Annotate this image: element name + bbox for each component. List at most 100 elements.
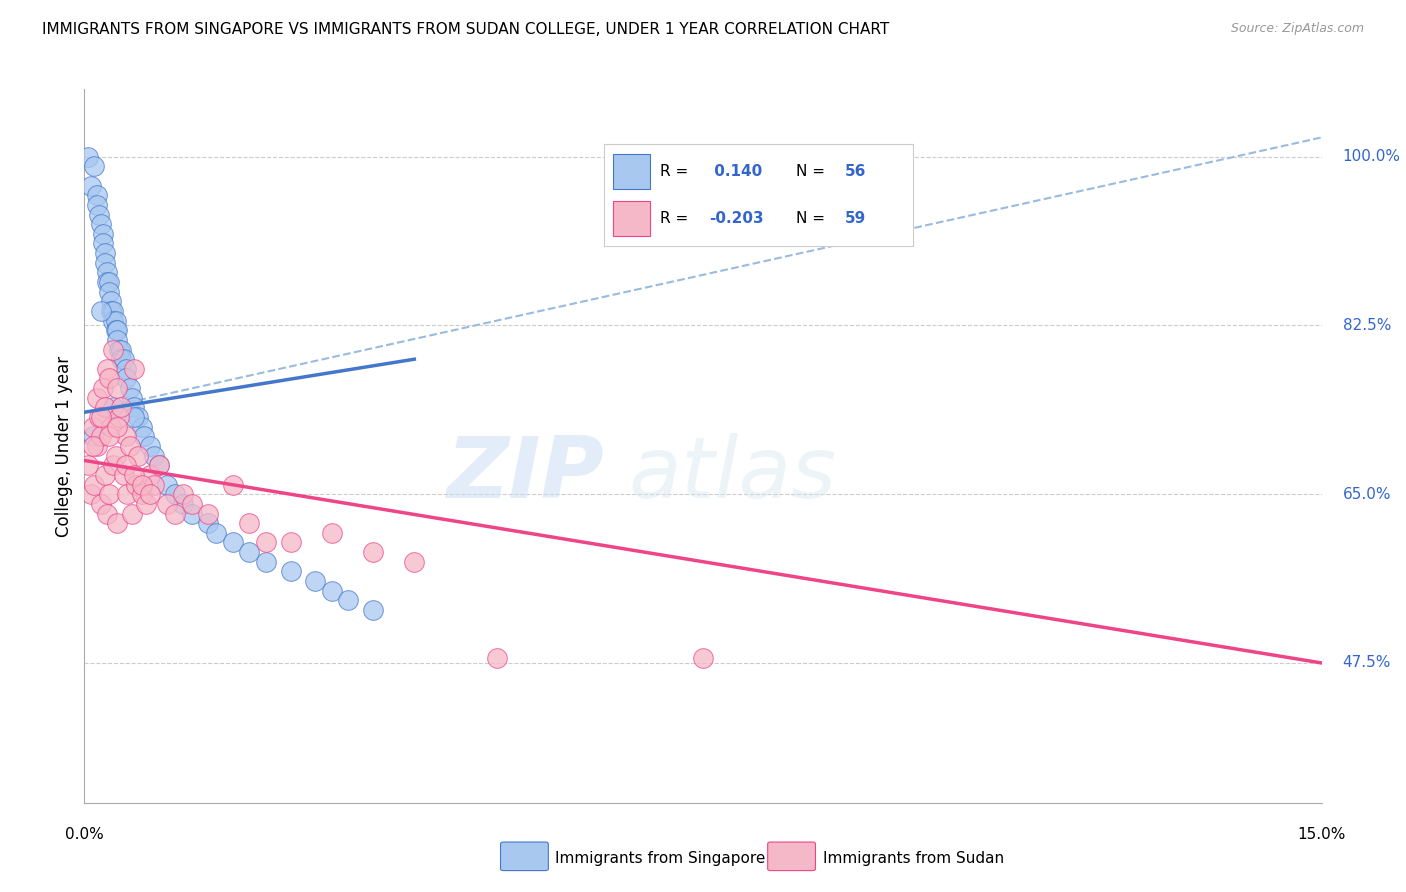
- Text: 56: 56: [845, 164, 866, 178]
- Text: Source: ZipAtlas.com: Source: ZipAtlas.com: [1230, 22, 1364, 36]
- Point: [143, 449, 166, 463]
- Text: 47.5%: 47.5%: [1343, 656, 1391, 671]
- Point: [112, 467, 135, 482]
- Point: [86, 439, 108, 453]
- Text: R =: R =: [659, 211, 693, 226]
- Point: [118, 381, 141, 395]
- Point: [94, 401, 117, 415]
- Point: [108, 343, 131, 357]
- Point: [304, 574, 326, 588]
- Point: [110, 401, 132, 415]
- Point: [91, 381, 114, 395]
- Point: [104, 449, 127, 463]
- Point: [90, 429, 112, 443]
- Point: [91, 236, 114, 251]
- Text: Immigrants from Singapore: Immigrants from Singapore: [555, 851, 766, 865]
- Point: [121, 391, 143, 405]
- Point: [122, 362, 145, 376]
- Point: [165, 507, 187, 521]
- Point: [238, 516, 260, 530]
- Point: [197, 507, 219, 521]
- Point: [98, 487, 121, 501]
- Text: Immigrants from Sudan: Immigrants from Sudan: [823, 851, 1004, 865]
- Text: N =: N =: [796, 164, 830, 178]
- Point: [165, 487, 187, 501]
- Point: [98, 275, 121, 289]
- Point: [280, 565, 302, 579]
- Point: [280, 535, 302, 549]
- Bar: [613, 201, 651, 235]
- Point: [100, 304, 122, 318]
- Point: [80, 487, 103, 501]
- Y-axis label: College, Under 1 year: College, Under 1 year: [55, 355, 73, 537]
- Point: [114, 429, 136, 443]
- Point: [89, 208, 111, 222]
- Point: [110, 343, 132, 357]
- Point: [131, 487, 153, 501]
- Text: IMMIGRANTS FROM SINGAPORE VS IMMIGRANTS FROM SUDAN COLLEGE, UNDER 1 YEAR CORRELA: IMMIGRANTS FROM SINGAPORE VS IMMIGRANTS …: [42, 22, 890, 37]
- Point: [105, 419, 128, 434]
- Point: [108, 410, 131, 425]
- Text: 15.0%: 15.0%: [1298, 827, 1346, 841]
- Point: [98, 429, 121, 443]
- Point: [103, 343, 125, 357]
- Point: [254, 535, 277, 549]
- Point: [90, 410, 112, 425]
- Point: [90, 497, 112, 511]
- Point: [122, 410, 145, 425]
- Point: [205, 525, 228, 540]
- Text: 82.5%: 82.5%: [1343, 318, 1391, 333]
- Point: [124, 477, 146, 491]
- Point: [94, 467, 117, 482]
- Text: 100.0%: 100.0%: [1343, 149, 1400, 164]
- Point: [77, 150, 100, 164]
- Point: [172, 487, 194, 501]
- Point: [180, 507, 202, 521]
- Point: [148, 458, 170, 473]
- Point: [105, 333, 128, 347]
- Text: 0.0%: 0.0%: [65, 827, 104, 841]
- Point: [131, 477, 153, 491]
- Point: [90, 304, 112, 318]
- Point: [80, 178, 103, 193]
- Point: [110, 352, 132, 367]
- Point: [77, 458, 100, 473]
- Point: [98, 371, 121, 385]
- Text: 59: 59: [845, 211, 866, 226]
- Point: [82, 429, 104, 443]
- Point: [238, 545, 260, 559]
- Point: [337, 593, 360, 607]
- Point: [96, 275, 118, 289]
- Text: -0.203: -0.203: [709, 211, 763, 226]
- Point: [139, 439, 162, 453]
- Point: [90, 217, 112, 231]
- Point: [86, 391, 108, 405]
- Point: [127, 410, 149, 425]
- Point: [127, 449, 149, 463]
- Point: [361, 545, 384, 559]
- Text: atlas: atlas: [628, 433, 837, 516]
- Point: [103, 313, 125, 327]
- Point: [118, 439, 141, 453]
- Text: 0.140: 0.140: [709, 164, 762, 178]
- Point: [100, 294, 122, 309]
- Point: [114, 362, 136, 376]
- Point: [361, 603, 384, 617]
- Point: [96, 265, 118, 279]
- Point: [114, 458, 136, 473]
- Point: [114, 371, 136, 385]
- Point: [172, 497, 194, 511]
- Point: [112, 352, 135, 367]
- Point: [96, 362, 118, 376]
- Point: [222, 477, 245, 491]
- Point: [222, 535, 245, 549]
- Text: ZIP: ZIP: [446, 433, 605, 516]
- Point: [82, 439, 104, 453]
- Point: [86, 188, 108, 202]
- Point: [692, 651, 714, 665]
- Bar: [613, 153, 651, 189]
- Point: [100, 419, 122, 434]
- Point: [122, 401, 145, 415]
- Point: [89, 410, 111, 425]
- Point: [321, 583, 343, 598]
